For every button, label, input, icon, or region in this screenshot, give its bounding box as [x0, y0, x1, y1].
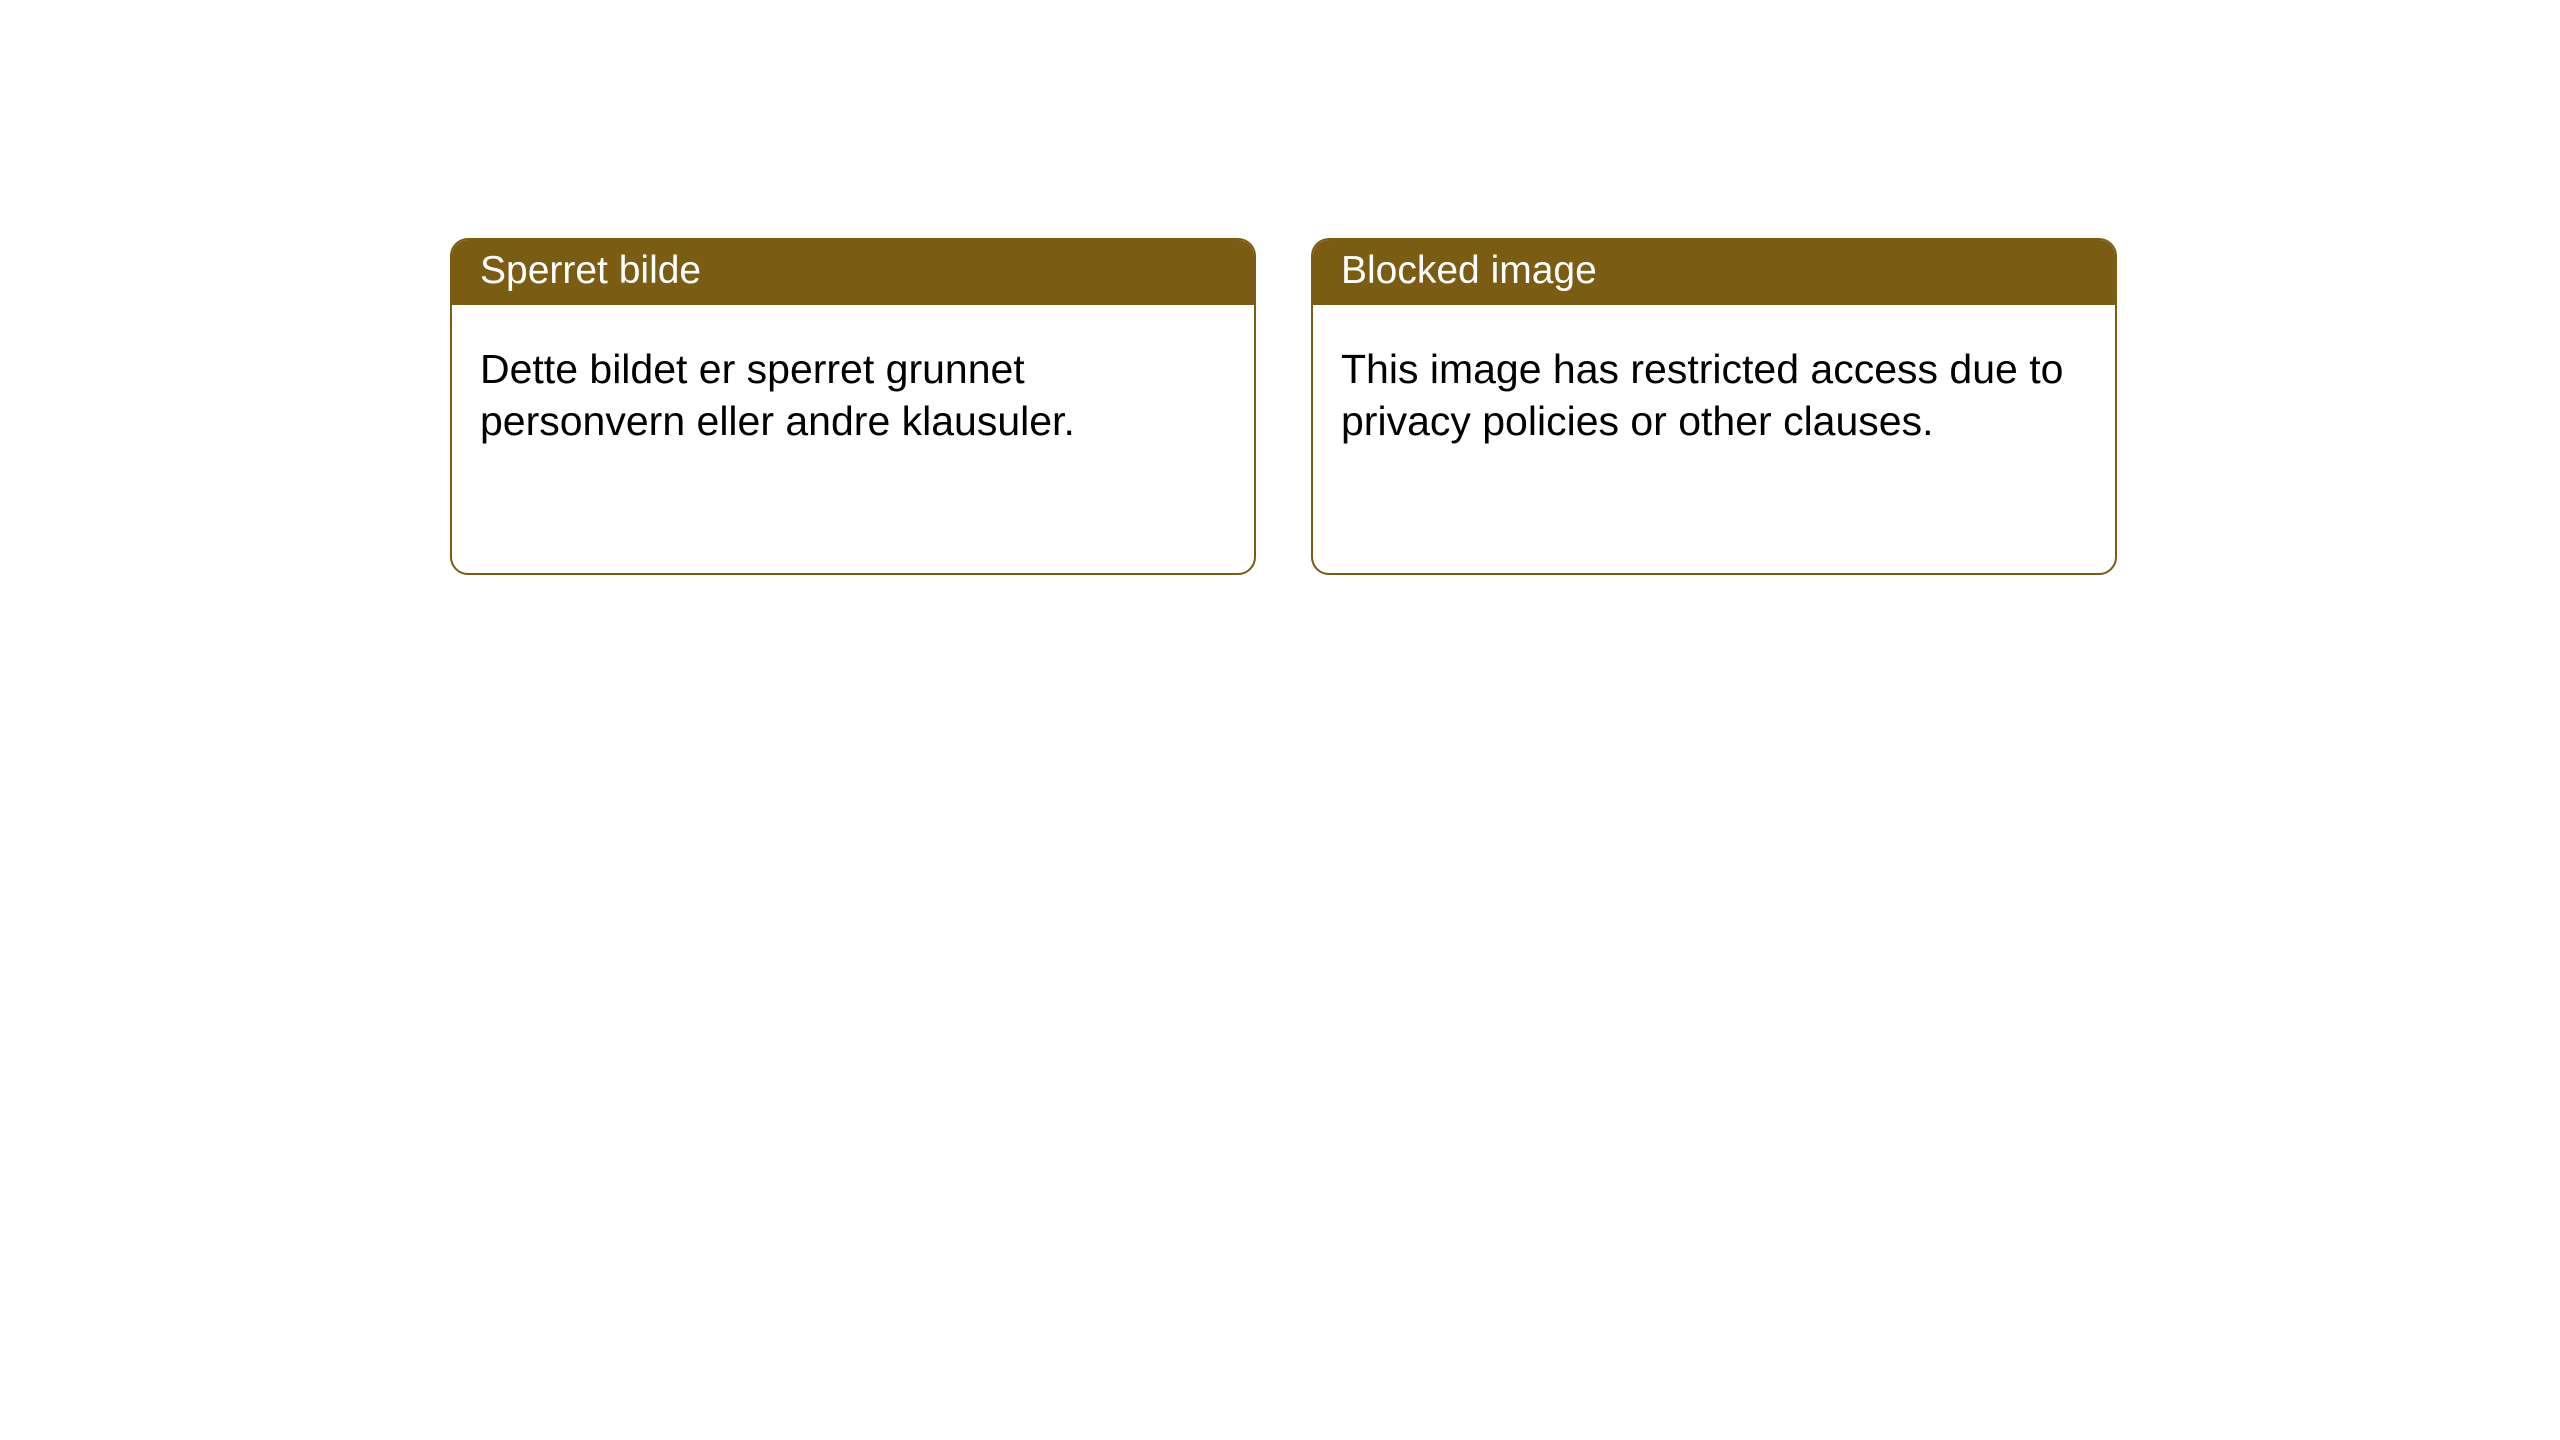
notice-header: Blocked image [1313, 240, 2115, 305]
notice-card-norwegian: Sperret bilde Dette bildet er sperret gr… [450, 238, 1256, 575]
notice-card-english: Blocked image This image has restricted … [1311, 238, 2117, 575]
notice-header: Sperret bilde [452, 240, 1254, 305]
notice-container: Sperret bilde Dette bildet er sperret gr… [0, 0, 2560, 575]
notice-body: This image has restricted access due to … [1313, 305, 2115, 476]
notice-body: Dette bildet er sperret grunnet personve… [452, 305, 1254, 476]
